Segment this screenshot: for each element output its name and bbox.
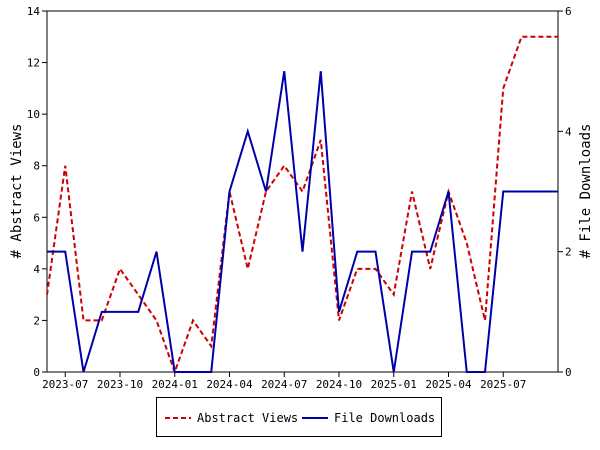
y-axis-right-title: # File Downloads [578, 124, 594, 259]
x-tick-label-2025-01: 2025-01 [371, 378, 417, 391]
legend-swatch-abstract-views [165, 417, 191, 419]
x-tick-label-2025-04: 2025-04 [425, 378, 472, 391]
legend-label-abstract-views: Abstract Views [197, 411, 299, 425]
x-tick-label-2024-10: 2024-10 [316, 378, 362, 391]
legend-entry-abstract-views: Abstract Views [165, 410, 298, 426]
x-tick-label-2024-04: 2024-04 [206, 378, 253, 391]
series-line-file-downloads [47, 71, 558, 373]
y-left-tick-label-2: 2 [33, 314, 40, 327]
x-tick-label-2024-07: 2024-07 [261, 378, 307, 391]
chart-marks: 2023-07 2023-10 2024-01 2024-04 2024-07 2024-… [27, 5, 572, 391]
y-left-tick-label-0: 0 [33, 366, 40, 379]
y-left-tick-label-4: 4 [33, 263, 40, 276]
y-left-tick-label-8: 8 [33, 160, 40, 173]
legend-label-file-downloads: File Downloads [334, 411, 436, 425]
legend: Abstract Views File Downloads [156, 397, 442, 437]
y-left-tick-label-12: 12 [27, 57, 40, 70]
y-left-tick-label-14: 14 [27, 5, 41, 18]
y-axis-left-title: # Abstract Views [9, 124, 25, 259]
legend-swatch-file-downloads [302, 417, 328, 419]
y-right-tick-label-2: 2 [565, 246, 572, 259]
y-left-tick-label-6: 6 [33, 211, 40, 224]
x-tick-label-2023-07: 2023-07 [42, 378, 88, 391]
y-right-tick-label-4: 4 [565, 125, 572, 138]
y-right-tick-label-0: 0 [565, 366, 572, 379]
x-tick-label-2023-10: 2023-10 [97, 378, 143, 391]
legend-entry-file-downloads: File Downloads [302, 410, 435, 426]
y-left-tick-label-10: 10 [27, 108, 40, 121]
y-right-tick-label-6: 6 [565, 5, 572, 18]
x-tick-label-2024-01: 2024-01 [152, 378, 198, 391]
x-tick-label-2025-07: 2025-07 [480, 378, 526, 391]
series-line-abstract-views [46, 35, 558, 375]
plot-frame [46, 10, 559, 373]
